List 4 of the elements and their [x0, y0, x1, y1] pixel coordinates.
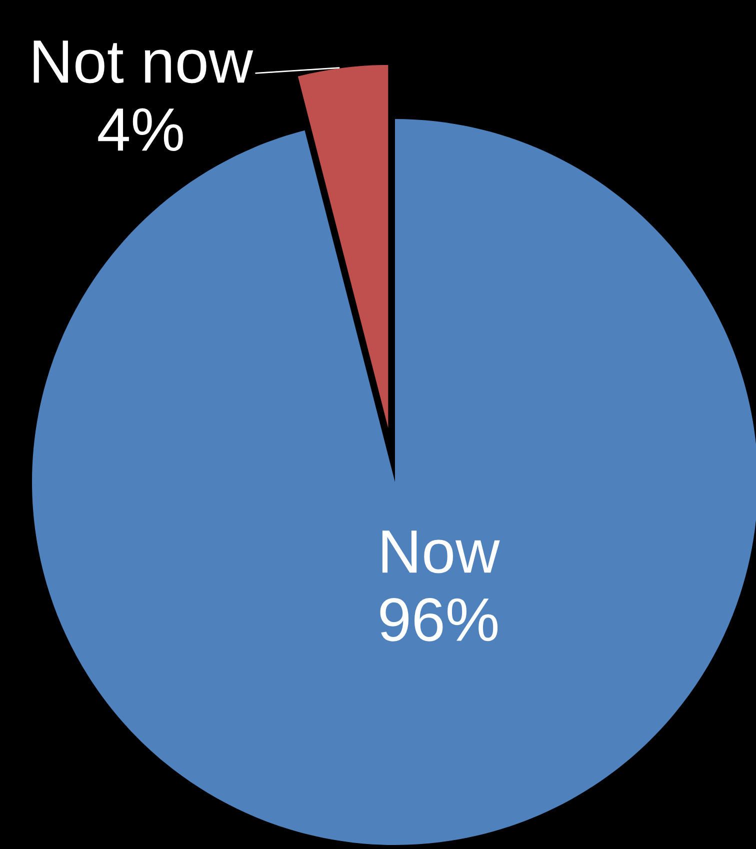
- data-label: 96%: [380, 598, 498, 642]
- data-label: 4%: [98, 108, 183, 152]
- slice-label: Not now: [34, 40, 254, 84]
- slice-label: Now: [382, 530, 500, 574]
